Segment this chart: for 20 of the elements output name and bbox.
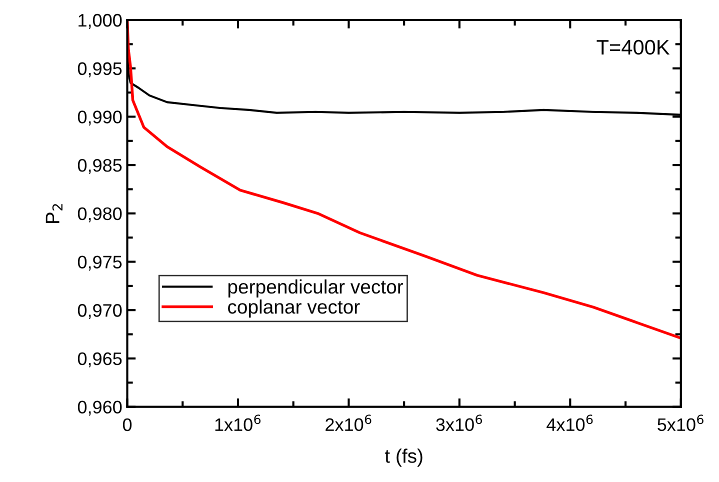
x-tick-label: 1x10$^{6}$ bbox=[215, 414, 261, 432]
x-tick-label: 5x10$^{6}$ bbox=[658, 414, 704, 432]
y-tick-label: 0,965 bbox=[78, 352, 122, 368]
y-tick-label: 0,960 bbox=[78, 400, 122, 416]
x-tick-label: 2x10$^{6}$ bbox=[326, 414, 372, 432]
y-tick-label: 0,975 bbox=[78, 256, 122, 271]
x-axis-title: t (fs) bbox=[384, 448, 422, 467]
x-tick-label: 4x10$^{6}$ bbox=[546, 414, 593, 432]
y-tick-label: 0,980 bbox=[78, 207, 122, 222]
y-axis-title: P$_{2}$ bbox=[46, 204, 62, 223]
x-tick-label: 0 bbox=[122, 418, 132, 432]
y-tick-label: 0,985 bbox=[78, 158, 122, 174]
annotation: T=400K bbox=[596, 40, 670, 55]
x-tick-label: 3x10$^{6}$ bbox=[436, 414, 482, 432]
y-tick-label: 1,000 bbox=[78, 14, 122, 29]
legend-label: perpendicular vector bbox=[228, 279, 404, 298]
legend-label: coplanar vector bbox=[228, 299, 360, 318]
y-tick-label: 0,995 bbox=[78, 62, 122, 78]
y-tick-label: 0,970 bbox=[78, 304, 122, 319]
y-tick-label: 0,990 bbox=[78, 110, 122, 126]
